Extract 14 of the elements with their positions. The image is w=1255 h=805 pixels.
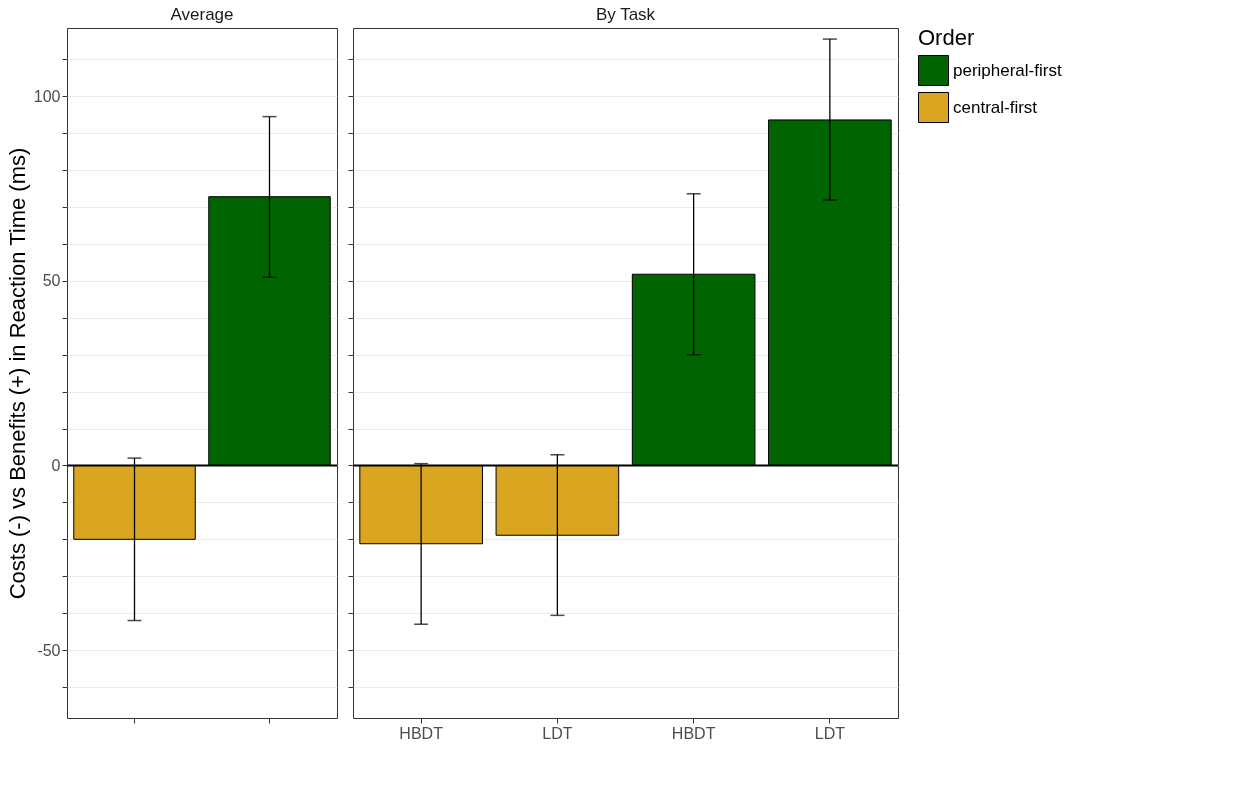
y-axis-title: Costs (-) vs Benefits (+) in Reaction Time (ms) [4, 147, 30, 600]
y-tick-label: -50 [37, 641, 61, 659]
x-tick-label: HBDT [671, 724, 716, 742]
legend-title: Order [918, 25, 975, 50]
legend-label: central-first [953, 97, 1038, 117]
chart-title: By Task [595, 5, 656, 24]
chart-title: Average [170, 5, 234, 24]
legend-label: peripheral-first [953, 60, 1062, 80]
y-tick-label: 0 [51, 456, 61, 474]
y-tick-label: 50 [42, 272, 61, 290]
y-tick-label: 100 [33, 87, 61, 105]
x-tick-label: HBDT [399, 724, 444, 742]
x-tick-label: LDT [814, 724, 846, 742]
x-tick-label: LDT [542, 724, 573, 742]
